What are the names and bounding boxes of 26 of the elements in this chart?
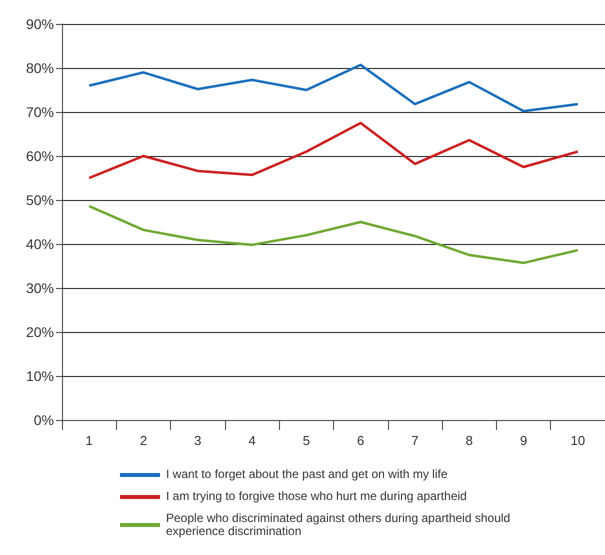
x-tick-label: 5 <box>302 433 310 448</box>
legend-label: People who discriminated against others during apartheid should experience discrimination <box>166 511 512 538</box>
y-tick-label: 20% <box>26 324 54 340</box>
y-tick-label: 70% <box>26 104 54 120</box>
x-tick-label: 2 <box>140 433 148 448</box>
x-tick-label: 7 <box>411 433 419 448</box>
x-tick-label: 6 <box>357 433 364 448</box>
x-tick-label: 4 <box>248 433 256 448</box>
legend-label: I am trying to forgive those who hurt me during apartheid <box>166 489 467 503</box>
y-tick-label: 80% <box>26 60 54 76</box>
x-tick-label: 1 <box>86 433 93 448</box>
y-tick-label: 40% <box>26 236 54 252</box>
line-series <box>88 204 580 264</box>
y-tick-label: 90% <box>26 16 54 32</box>
x-tick-label: 10 <box>570 433 586 448</box>
line-series <box>88 64 580 112</box>
line-series <box>88 122 580 180</box>
y-tick-label: 50% <box>26 192 54 208</box>
x-tick-label: 8 <box>466 433 473 448</box>
y-tick-label: 10% <box>26 368 54 384</box>
y-tick-label: 0% <box>34 412 54 428</box>
x-tick-label: 9 <box>520 433 528 448</box>
y-tick-label: 30% <box>26 280 54 296</box>
y-tick-label: 60% <box>26 148 54 164</box>
x-tick-label: 3 <box>194 433 202 448</box>
legend-label: I want to forget about the past and get on with my life <box>166 467 448 481</box>
